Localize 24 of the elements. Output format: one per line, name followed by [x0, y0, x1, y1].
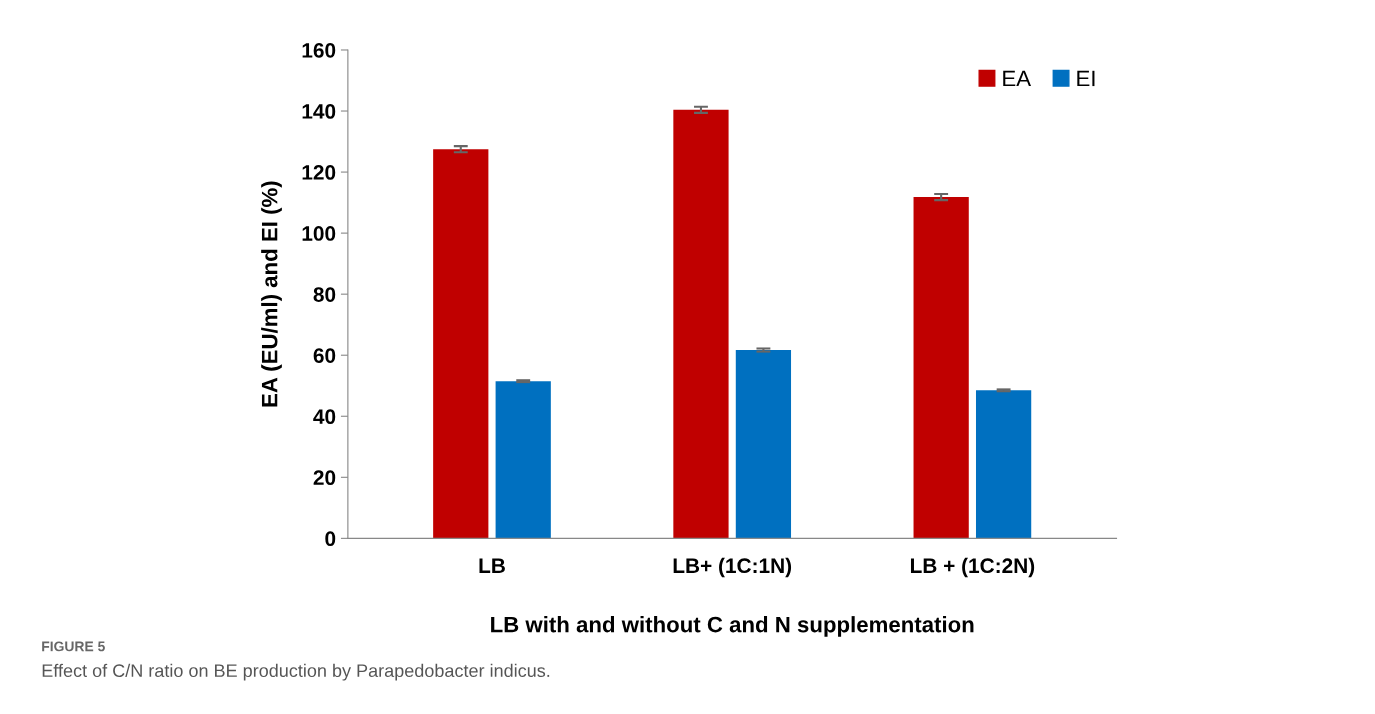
y-tick-label: 100	[302, 226, 336, 241]
y-tick-label: 120	[302, 165, 336, 180]
y-tick-label: 20	[313, 470, 336, 486]
y-axis-title: EA (EU/ml) and EI (%)	[261, 181, 282, 407]
y-tick-label: 0	[325, 531, 336, 547]
y-tick-label: 80	[313, 287, 336, 302]
x-tick-label: LB + (1C:2N)	[910, 557, 1035, 578]
bar	[913, 197, 969, 539]
x-tick-label: LB	[479, 558, 505, 573]
caption: FIGURE 5	[42, 641, 105, 652]
legend-label: EA	[1003, 70, 1032, 87]
bar	[433, 149, 489, 539]
text: Effect of C/N ratio on BE production by Parapedobacter indicus.	[42, 663, 550, 681]
x-axis-title: LB with and without C and N supplementation	[491, 616, 974, 637]
bar	[673, 109, 729, 539]
bar	[495, 381, 551, 539]
y-tick-label: 160	[302, 42, 336, 58]
legend-label: EI	[1077, 70, 1095, 87]
y-tick-label: 140	[302, 104, 336, 119]
bar	[975, 390, 1032, 539]
bar	[735, 350, 792, 539]
y-tick-label: 40	[313, 409, 336, 425]
y-tick-label: 60	[313, 348, 336, 363]
x-tick-label: LB+ (1C:1N)	[673, 557, 792, 578]
